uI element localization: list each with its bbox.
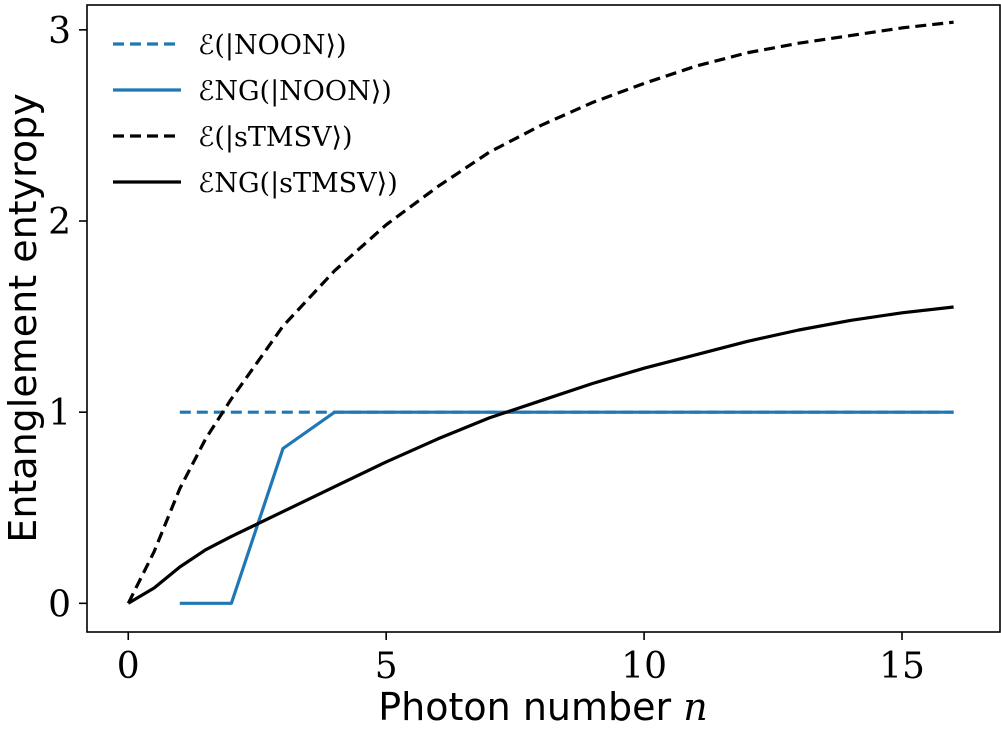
x-axis-label-text: Photon number [378, 685, 671, 729]
x-tick-label: 10 [621, 646, 667, 687]
series-layer [126, 20, 954, 605]
x-axis-label-variable: n [683, 685, 707, 729]
y-tick-label: 0 [48, 584, 71, 625]
x-tick-label: 5 [375, 646, 398, 687]
x-tick-label: 15 [879, 646, 925, 687]
y-axis-ticks: 0 1 2 3 [48, 11, 87, 625]
legend-label-1: ℰNG(|NOON⟩) [198, 76, 392, 107]
x-tick-label: 0 [117, 646, 140, 687]
legend: ℰ(|NOON⟩) ℰNG(|NOON⟩) ℰ(|sTMSV⟩) ℰNG(|sTMSV… [113, 30, 398, 199]
y-tick-label: 2 [48, 202, 71, 243]
series-line-3 [127, 305, 954, 605]
plot-area-frame [86, 4, 1001, 633]
y-tick-label: 3 [48, 11, 71, 52]
y-tick-label: 1 [48, 393, 71, 434]
y-axis-label: Entanglement entyropy [1, 93, 45, 542]
legend-label-0: ℰ(|NOON⟩) [198, 30, 347, 61]
x-axis-ticks: 0 5 10 15 [117, 632, 925, 687]
legend-label-2: ℰ(|sTMSV⟩) [198, 122, 353, 153]
series-line-1 [179, 410, 954, 605]
legend-label-3: ℰNG(|sTMSV⟩) [198, 168, 398, 199]
x-axis-label: Photon number n [378, 685, 707, 729]
series-line-2 [126, 20, 954, 605]
